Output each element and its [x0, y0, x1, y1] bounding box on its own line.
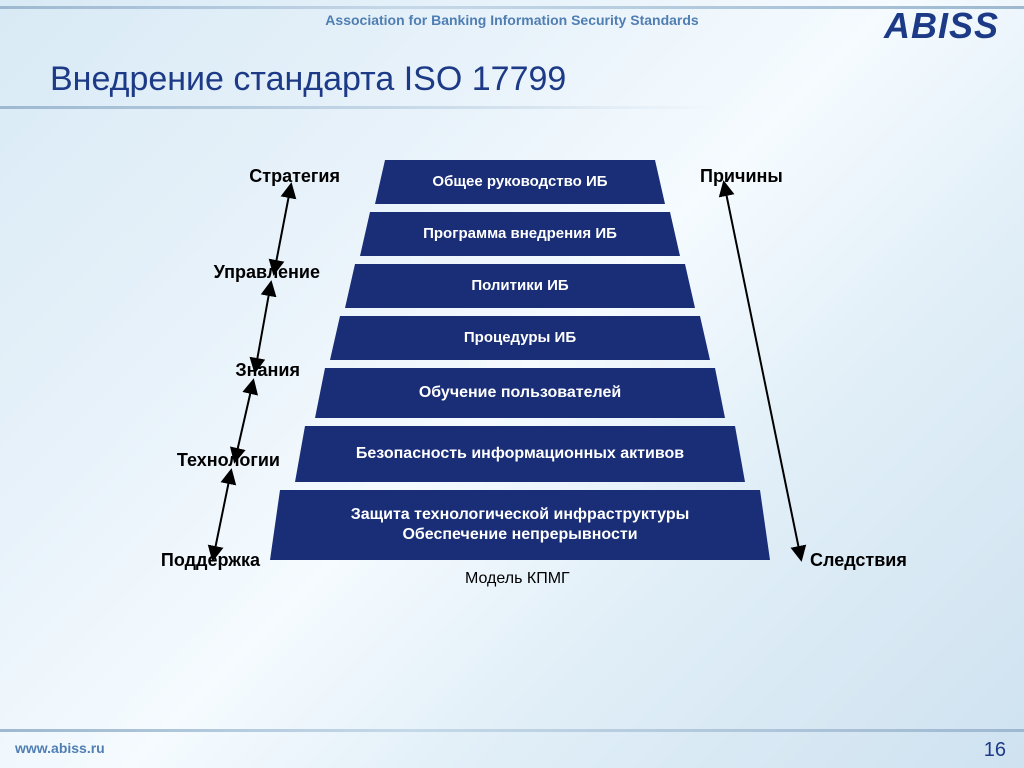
footer-rule [0, 729, 1024, 732]
pyramid-diagram: Общее руководство ИБ Программа внедрения … [0, 150, 1024, 670]
header-tagline: Association for Banking Information Secu… [0, 12, 1024, 28]
pyramid-level-2: Программа внедрения ИБ [360, 212, 680, 256]
left-label-5: Поддержка [60, 550, 260, 571]
left-label-2: Управление [120, 262, 320, 283]
pyramid-level-label: Общее руководство ИБ [422, 173, 617, 192]
title-underline [0, 106, 720, 109]
pyramid-level-label: Процедуры ИБ [454, 329, 586, 348]
left-arrow-segment-3 [236, 386, 252, 456]
pyramid-level-1: Общее руководство ИБ [375, 160, 665, 204]
pyramid-level-3: Политики ИБ [345, 264, 695, 308]
pyramid-level-6: Безопасность информационных активов [295, 426, 745, 482]
pyramid-level-label: Программа внедрения ИБ [413, 225, 627, 244]
header-rule [0, 6, 1024, 9]
left-label-4: Технологии [80, 450, 280, 471]
pyramid-level-7: Защита технологической инфраструктурыОбе… [270, 490, 770, 560]
pyramid-level-label: Обучение пользователей [409, 383, 631, 403]
left-label-3: Знания [100, 360, 300, 381]
page-number: 16 [984, 739, 1006, 762]
pyramid-level-label: Защита технологической инфраструктурыОбе… [341, 505, 700, 545]
left-arrow-segment-4 [214, 476, 230, 554]
left-arrow-segment-2 [256, 288, 270, 366]
pyramid-caption: Модель КПМГ [465, 570, 570, 588]
pyramid-level-label: Политики ИБ [461, 277, 578, 296]
right-label-bottom: Следствия [810, 550, 1010, 571]
logo-text: ABISS [884, 5, 999, 47]
pyramid-level-4: Процедуры ИБ [330, 316, 710, 360]
slide-title: Внедрение стандарта ISO 17799 [50, 60, 566, 99]
right-label-top: Причины [700, 166, 900, 187]
footer-url: www.abiss.ru [15, 740, 105, 756]
pyramid-level-5: Обучение пользователей [315, 368, 725, 418]
left-label-1: Стратегия [140, 166, 340, 187]
pyramid-level-label: Безопасность информационных активов [346, 444, 694, 464]
left-arrow-segment-1 [275, 190, 290, 268]
